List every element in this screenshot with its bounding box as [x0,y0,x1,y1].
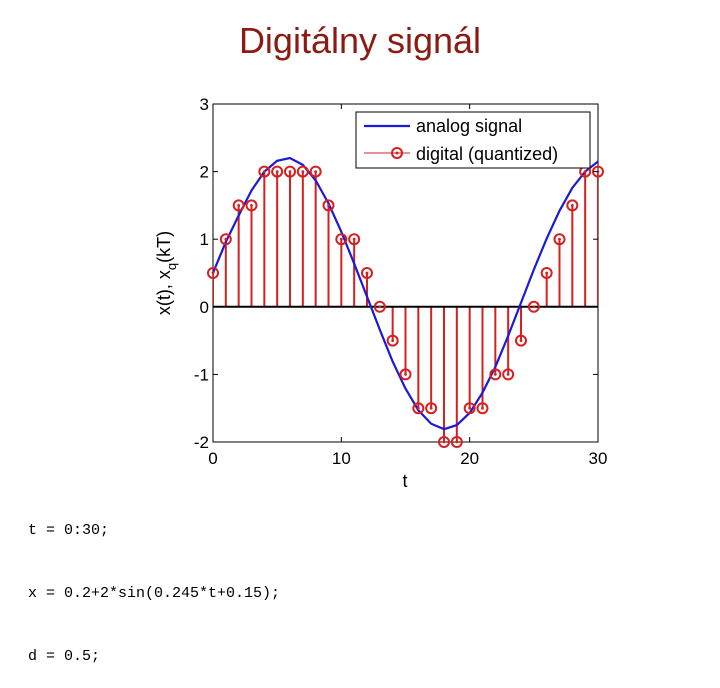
digital-marker [322,199,335,212]
digital-marker-dot [352,237,356,241]
digital-marker [207,267,219,279]
x-tick-label: 30 [589,449,608,468]
digital-marker-dot [224,237,228,241]
digital-marker-dot [250,204,253,207]
digital-marker-dot [429,406,433,410]
y-tick-label: 3 [200,95,209,114]
digital-markers [207,165,604,448]
digital-marker [386,334,399,347]
signal-chart: 0 10 20 30 -2 -1 0 1 2 3 t x(t), xq(kT) analog s… [154,95,607,491]
digital-marker-dot [493,373,497,376]
x-tick-label: 0 [208,449,217,468]
digital-marker-dot [314,170,318,174]
digital-marker [540,267,553,279]
digital-marker [361,267,373,279]
x-axis-label: t [402,471,407,491]
digital-marker [502,368,515,381]
digital-marker [296,165,309,178]
y-tick-label: 0 [200,298,209,317]
digital-marker [399,368,412,381]
digital-marker [476,402,489,415]
digital-marker [515,334,527,347]
digital-marker-dot [532,305,536,309]
digital-marker-dot [558,237,561,241]
legend: analog signal digital (quantized) [355,111,591,169]
digital-marker [219,233,232,246]
legend-digital-label: digital (quantized) [416,144,558,164]
digital-marker-dot [481,406,484,410]
legend-digital-marker [391,147,403,159]
digital-marker [566,199,579,212]
digital-marker [348,233,361,246]
digital-marker-dot [211,271,215,275]
digital-marker [450,436,463,448]
digital-marker [258,165,271,178]
digital-marker [373,300,386,313]
slide-title: Digitálny signál [238,20,482,61]
digital-marker [335,233,348,246]
digital-marker [527,300,540,313]
digital-marker [489,368,502,381]
digital-marker-dot [416,406,420,410]
digital-marker-dot [570,204,574,207]
digital-marker-dot [365,271,369,275]
code-line-d: d = 0.5; [28,648,101,665]
digital-marker-dot [378,305,382,309]
digital-marker-dot [339,237,343,241]
x-tick-label: 20 [460,449,479,468]
digital-marker [553,233,566,246]
digital-marker-dot [583,170,587,174]
digital-marker-dot [301,170,305,174]
digital-marker-dot [468,406,472,410]
digital-marker-dot [391,339,395,342]
y-tick-label: 1 [200,230,209,249]
digital-marker [232,199,245,212]
y-tick-label: 2 [200,163,209,182]
code-line-x: x = 0.2+2*sin(0.245*t+0.15); [28,585,281,602]
digital-marker [245,199,258,212]
x-tick-labels: 0 10 20 30 [208,449,607,468]
analog-signal-line [213,156,598,431]
digital-marker-dot [237,204,241,207]
axis-ticks [212,103,599,443]
digital-marker-dot [519,339,523,342]
digital-marker [271,165,284,178]
digital-marker-dot [455,440,459,444]
x-tick-label: 10 [332,449,351,468]
y-tick-label: -1 [194,365,209,384]
digital-marker-dot [327,204,330,207]
digital-marker [463,402,476,415]
y-tick-labels: -2 -1 0 1 2 3 [194,95,209,452]
digital-marker-dot [442,440,446,444]
digital-marker-dot [506,373,510,376]
digital-marker-dot [288,170,292,174]
y-tick-label: -2 [194,433,209,452]
digital-stems [213,171,598,442]
matlab-code-block: t = 0:30; x = 0.2+2*sin(0.245*t+0.15); d… [28,478,280,688]
digital-marker-dot [545,271,549,275]
digital-marker [425,402,438,415]
digital-marker-dot [262,170,266,174]
legend-analog-label: analog signal [416,116,522,136]
digital-marker [284,165,296,178]
digital-marker [438,436,450,448]
digital-marker-dot [275,170,279,174]
legend-digital-marker-dot [395,151,399,155]
digital-marker [412,402,425,415]
digital-marker-dot [404,373,407,376]
digital-marker [309,165,322,178]
legend-box [355,111,591,169]
y-axis-label: x(t), xq(kT) [154,231,179,315]
code-line-t: t = 0:30; [28,522,110,539]
